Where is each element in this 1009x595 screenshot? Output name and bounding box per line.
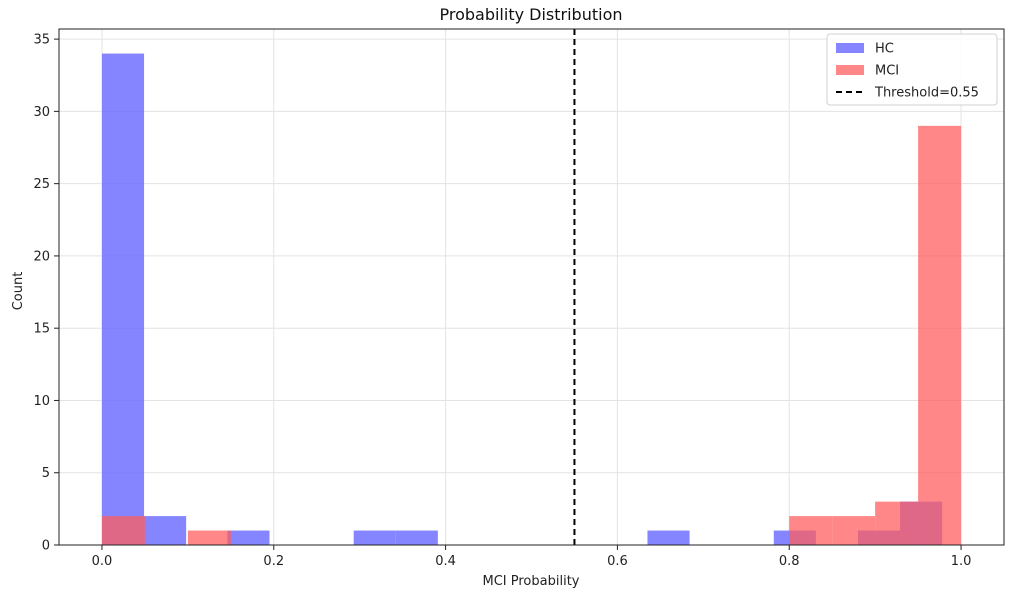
bar-mci [875,501,919,545]
bar-hc [101,53,145,545]
x-tick-label: 0.0 [92,554,113,569]
bar-mci [789,516,833,545]
x-tick-label: 0.4 [435,554,456,569]
y-axis-label: Count [11,272,26,311]
legend-box [826,33,998,106]
bar-hc [227,530,270,545]
x-tick-label: 0.6 [607,554,628,569]
x-tick-label: 0.2 [263,554,284,569]
y-tick-label: 25 [33,177,50,192]
x-tick-label: 1.0 [951,554,972,569]
legend-label-mci: MCI [875,64,899,79]
y-tick-label: 0 [42,539,50,554]
bar-mci [918,125,962,546]
y-tick-label: 15 [33,322,50,337]
axis-ticks: 0.0 0.2 0.4 0.6 0.8 1.0 0 5 10 15 20 25 30 35 [33,33,971,569]
chart-title: Probability Distribution [439,5,622,24]
bar-hc [144,516,187,545]
y-tick-label: 35 [33,33,50,48]
y-tick-label: 30 [33,105,50,120]
bar-mci [187,530,231,545]
legend: HC MCI Threshold=0.55 [826,33,998,106]
y-tick-label: 10 [33,394,50,409]
bars [101,53,962,546]
bar-hc [647,530,690,545]
plot-frame [58,28,1005,546]
x-axis-label: MCI Probability [483,574,580,589]
bar-hc [395,530,438,545]
grid [59,29,1004,546]
legend-label-threshold: Threshold=0.55 [874,86,979,101]
bar-hc [353,530,396,545]
legend-label-hc: HC [875,42,894,57]
x-tick-label: 0.8 [779,554,800,569]
legend-swatch-mci [836,65,864,75]
bar-mci [101,516,145,545]
y-tick-label: 20 [33,249,50,264]
legend-swatch-hc [836,43,864,53]
y-tick-label: 5 [42,466,50,481]
bar-mci [832,516,876,545]
